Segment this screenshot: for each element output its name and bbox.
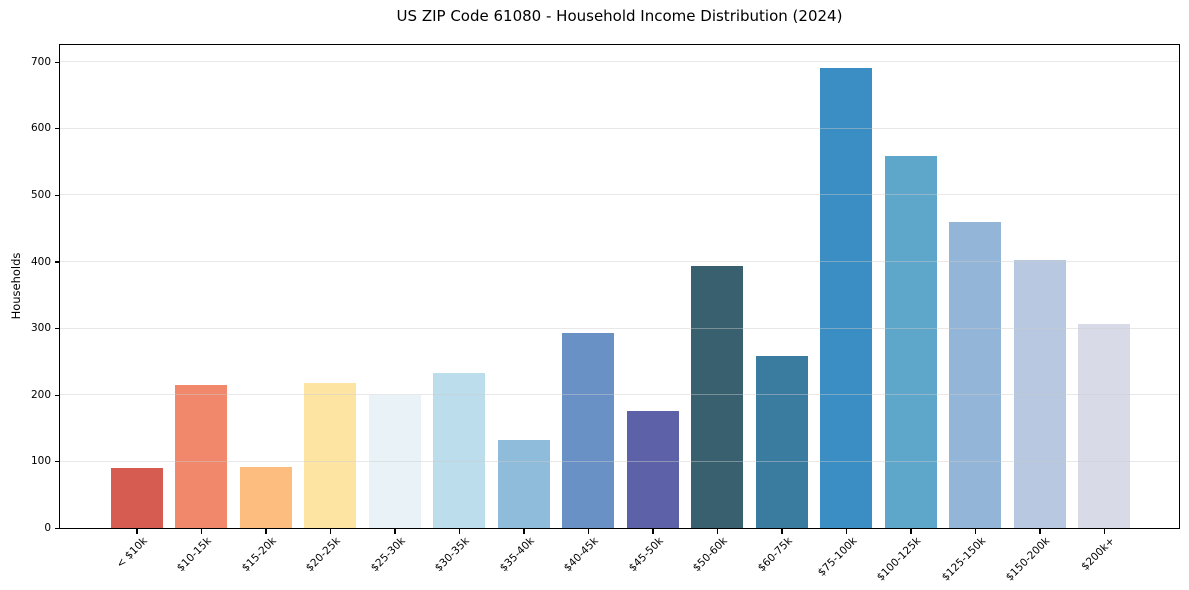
x-tick-mark [587, 529, 590, 534]
bar-8 [626, 411, 679, 528]
x-tick-mark [716, 529, 719, 534]
y-tick-label: 100 [30, 455, 51, 468]
bar-3 [304, 382, 356, 528]
y-tick-label: 300 [30, 322, 51, 335]
chart-title: US ZIP Code 61080 - Household Income Dis… [396, 7, 843, 25]
x-tick-label: $10-15k [174, 534, 214, 574]
x-tick-mark [523, 529, 525, 534]
bar-15 [1078, 324, 1130, 528]
y-tick-label: 700 [30, 55, 51, 68]
bar-6 [497, 440, 550, 528]
bar-2 [239, 466, 292, 528]
bars-layer [60, 45, 1179, 528]
bar-1 [175, 385, 227, 528]
x-tick-label: $20-25k [303, 534, 343, 574]
x-tick-label: $100-125k [874, 534, 924, 584]
y-tick-mark [54, 194, 60, 196]
bar-5 [433, 373, 485, 528]
x-tick-mark [394, 529, 396, 534]
x-tick-mark [1103, 529, 1106, 534]
x-tick-label: $45-50k [626, 534, 666, 574]
x-tick-label: $200k+ [1079, 534, 1117, 573]
bar-10 [755, 356, 808, 528]
x-tick-mark [652, 529, 654, 534]
y-tick-label: 0 [44, 522, 51, 534]
gridlines-layer [60, 45, 1179, 528]
x-tick-mark [136, 529, 138, 534]
y-tick-mark [54, 128, 60, 130]
y-tick-mark [54, 394, 60, 396]
gridline-200 [60, 394, 1179, 396]
x-tick-mark [458, 529, 461, 534]
gridline-500 [60, 194, 1179, 196]
gridline-300 [60, 327, 1179, 329]
bar-9 [691, 265, 743, 528]
x-tick-label: $35-40k [497, 534, 537, 574]
gridline-700 [60, 61, 1179, 63]
y-tick-label: 400 [30, 255, 51, 268]
x-tick-label: < $10k [113, 534, 150, 571]
x-tick-label: $75-100k [815, 534, 859, 579]
x-tick-mark [200, 529, 203, 534]
bar-14 [1013, 260, 1066, 528]
bar-0 [110, 468, 163, 528]
x-tick-label: $40-45k [561, 534, 601, 574]
bar-13 [949, 221, 1001, 528]
x-tick-label: $15-20k [239, 534, 279, 574]
y-tick-label: 600 [30, 122, 51, 135]
gridline-100 [60, 460, 1179, 462]
x-tick-label: $125-150k [939, 534, 988, 584]
x-tick-mark [974, 529, 977, 534]
y-tick-mark [54, 461, 60, 463]
plot-area [59, 44, 1180, 529]
y-tick-mark [54, 328, 60, 330]
x-tick-mark [329, 529, 332, 534]
x-tick-mark [781, 529, 783, 534]
bar-7 [562, 333, 614, 528]
x-tick-mark [845, 529, 848, 534]
x-tick-mark [1039, 529, 1041, 534]
bar-11 [820, 68, 872, 528]
x-tick-mark [910, 529, 912, 534]
x-tick-label: $50-60k [690, 534, 730, 574]
y-tick-mark [54, 527, 60, 530]
y-tick-label: 500 [30, 188, 51, 201]
y-tick-label: 200 [30, 388, 51, 401]
gridline-600 [60, 127, 1179, 129]
y-tick-mark [54, 61, 60, 63]
y-tick-mark [54, 261, 60, 263]
x-tick-mark [265, 529, 267, 534]
gridline-400 [60, 261, 1179, 263]
x-tick-label: $25-30k [368, 534, 408, 574]
bar-12 [884, 156, 937, 528]
x-tick-label: $30-35k [432, 534, 472, 574]
x-tick-label: $150-200k [1003, 534, 1053, 584]
bar-4 [368, 394, 421, 528]
x-tick-label: $60-75k [755, 534, 795, 574]
